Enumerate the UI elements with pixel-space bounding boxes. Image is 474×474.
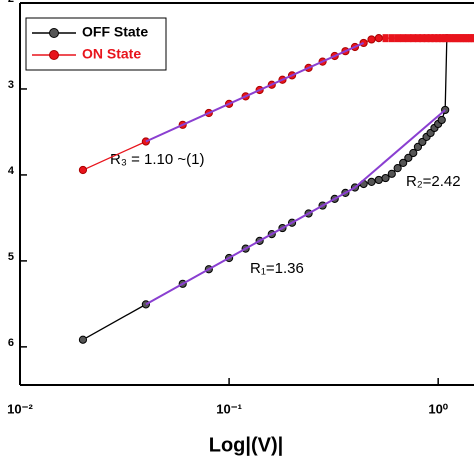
y-tick-label: 3 <box>8 79 14 91</box>
point <box>399 158 408 168</box>
point <box>414 34 421 43</box>
x-tick-label: 10⁻¹ <box>216 401 242 416</box>
annotation: R₂=2.42 <box>406 173 461 190</box>
point <box>388 34 395 43</box>
point <box>445 34 452 43</box>
point <box>382 34 389 43</box>
series-line <box>82 38 448 341</box>
point <box>381 173 390 183</box>
y-tick-label: 4 <box>8 165 15 177</box>
y-tick-label: 5 <box>8 251 14 263</box>
x-axis-label: Log|(V)| <box>209 434 284 456</box>
point <box>393 164 402 173</box>
point <box>448 34 455 43</box>
point <box>427 34 434 43</box>
point <box>410 34 417 43</box>
point <box>374 34 383 43</box>
point <box>442 34 449 43</box>
point <box>387 169 396 178</box>
point <box>419 34 426 43</box>
point <box>394 34 401 43</box>
point <box>78 165 88 175</box>
x-tick-label: 10⁰ <box>428 401 448 416</box>
legend-marker <box>49 50 59 60</box>
point <box>367 35 376 44</box>
y-tick-label: 2 <box>8 0 14 5</box>
point <box>404 153 413 162</box>
point <box>435 34 442 43</box>
annotation: R₃ = 1.10 ~(1) <box>110 151 205 168</box>
point <box>367 177 376 186</box>
point <box>470 34 474 43</box>
fit-line <box>354 109 446 189</box>
annotation: R₁=1.36 <box>250 260 304 277</box>
fit-line <box>145 42 365 143</box>
point <box>405 34 412 43</box>
legend-box <box>25 17 167 71</box>
legend-marker <box>49 28 59 38</box>
point <box>400 34 407 43</box>
legend: OFF State ON State <box>25 17 167 71</box>
point <box>374 175 383 185</box>
point <box>141 137 150 146</box>
point <box>438 34 445 43</box>
legend-label: ON State <box>82 46 141 62</box>
legend-label: OFF State <box>82 24 148 40</box>
x-tick-label: 10⁻² <box>7 401 33 416</box>
point <box>423 34 430 43</box>
point <box>78 335 88 344</box>
fit-line <box>145 186 356 306</box>
point <box>409 148 418 158</box>
point <box>437 115 446 125</box>
point <box>431 34 438 43</box>
y-tick-label: 6 <box>8 337 14 349</box>
